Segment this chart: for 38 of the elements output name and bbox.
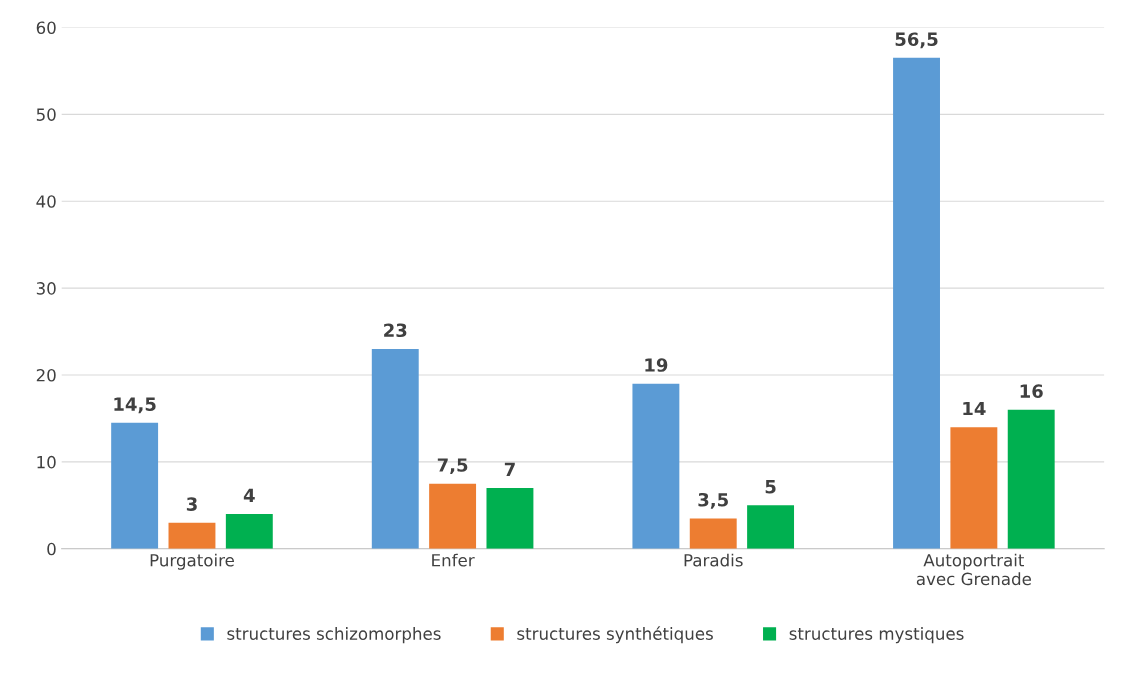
data-label: 3 xyxy=(186,497,197,511)
data-label: 16 xyxy=(1020,384,1043,398)
data-label: 14 xyxy=(963,401,986,416)
bar xyxy=(225,514,273,549)
y-tick-label: 40 xyxy=(36,195,56,208)
bar xyxy=(950,427,998,549)
data-label: 5 xyxy=(765,480,776,494)
x-tick-label: Enfer xyxy=(432,553,475,567)
legend-label: structures mystiques xyxy=(789,627,964,644)
data-label: 4 xyxy=(243,488,255,502)
bar xyxy=(747,505,795,549)
bar xyxy=(632,383,680,549)
bar xyxy=(429,483,477,549)
data-label: 23 xyxy=(384,323,407,338)
data-label: 19 xyxy=(645,358,668,372)
data-label: 7,5 xyxy=(437,458,468,475)
bar xyxy=(111,422,159,549)
y-tick-label: 50 xyxy=(36,108,56,121)
legend-label: structures schizomorphes xyxy=(227,627,441,644)
bar xyxy=(689,518,737,549)
data-label: 3,5 xyxy=(698,492,728,509)
bar xyxy=(486,487,534,549)
y-tick-label: 10 xyxy=(37,455,56,469)
bar xyxy=(1007,409,1055,549)
data-label: 56,5 xyxy=(895,32,938,49)
y-tick-label: 60 xyxy=(36,21,56,35)
data-label: 7 xyxy=(504,462,515,476)
bar xyxy=(371,348,419,549)
y-tick-label: 0 xyxy=(47,542,56,556)
x-tick-label: Autoportrait avec Grenade xyxy=(916,553,1031,586)
data-label: 14,5 xyxy=(114,397,156,414)
bar xyxy=(893,57,940,549)
x-tick-label: Paradis xyxy=(684,553,743,567)
bar xyxy=(168,522,216,549)
y-tick-label: 20 xyxy=(36,368,56,382)
legend-label: structures synthétiques xyxy=(517,626,713,644)
y-tick-label: 30 xyxy=(36,282,56,295)
x-tick-label: Purgatoire xyxy=(150,553,234,570)
